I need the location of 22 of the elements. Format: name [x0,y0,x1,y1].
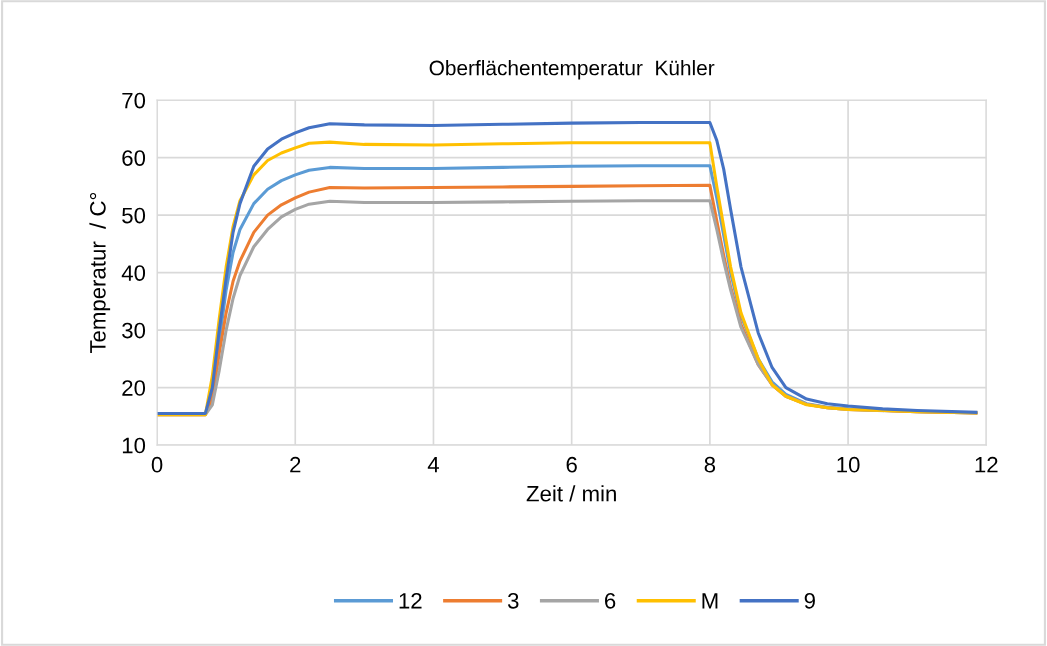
y-axis-title: Temperatur / C° [89,192,111,354]
y-tick-label: 50 [122,207,146,224]
y-tick-label: 10 [122,437,146,454]
x-tick-label: 12 [975,456,998,473]
legend-label: 12 [399,592,422,609]
x-tick-label: 0 [151,456,163,473]
x-tick-label: 6 [566,456,577,473]
y-tick-label: 20 [122,380,146,396]
x-tick-label: 10 [837,456,860,473]
y-tick-label: 60 [122,150,146,166]
x-tick-label: 8 [704,456,716,473]
x-tick-label: 2 [290,456,301,473]
x-axis-title: Zeit / min [526,485,616,502]
x-tick-label: 4 [427,457,439,473]
legend-label: M [702,593,718,609]
legend-label: 3 [507,592,519,609]
legend-label: 9 [804,592,815,609]
y-tick-label: 40 [121,265,146,281]
y-tick-label: 70 [122,92,146,109]
chart-title: Oberflächentemperatur Kühler [429,60,715,80]
y-tick-label: 30 [122,322,146,339]
legend-label: 6 [605,592,616,609]
